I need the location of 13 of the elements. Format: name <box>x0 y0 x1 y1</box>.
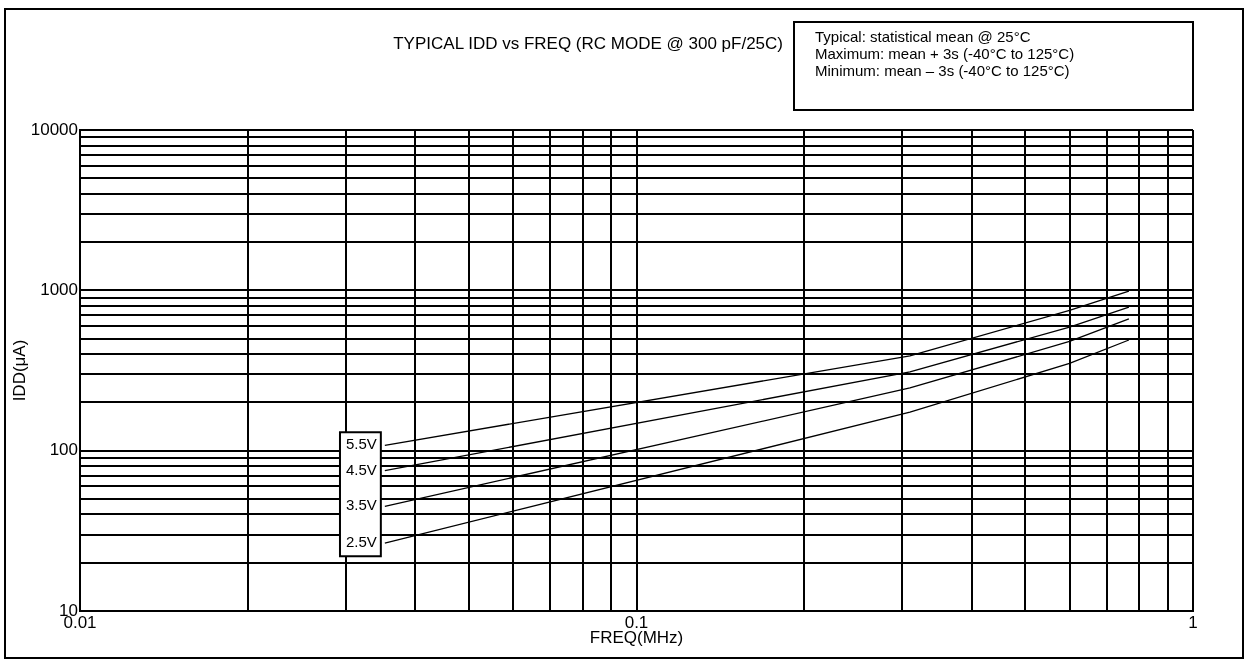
series-label: 5.5V <box>345 435 377 453</box>
text: Minimum: mean – 3s (-40°C to 125°C) <box>815 62 1071 79</box>
y-tick-label: 100 <box>49 440 78 460</box>
text: Maximum: mean + 3s (-40°C to 125°C) <box>815 45 1076 62</box>
text: Typical: statistical mean @ 25°C <box>815 28 1032 45</box>
y-tick-label: 1000 <box>40 280 78 300</box>
chart-title: TYPICAL IDD vs FREQ (RC MODE @ 300 pF/25C) <box>393 34 783 54</box>
series-label: 4.5V <box>345 460 377 478</box>
x-tick-label: 1 <box>1188 612 1198 632</box>
y-tick-label: 10000 <box>30 119 78 139</box>
series-label: 2.5V <box>345 533 377 551</box>
series-label: 3.5V <box>345 496 377 514</box>
y-axis-title: IDD(μA) <box>9 339 29 402</box>
